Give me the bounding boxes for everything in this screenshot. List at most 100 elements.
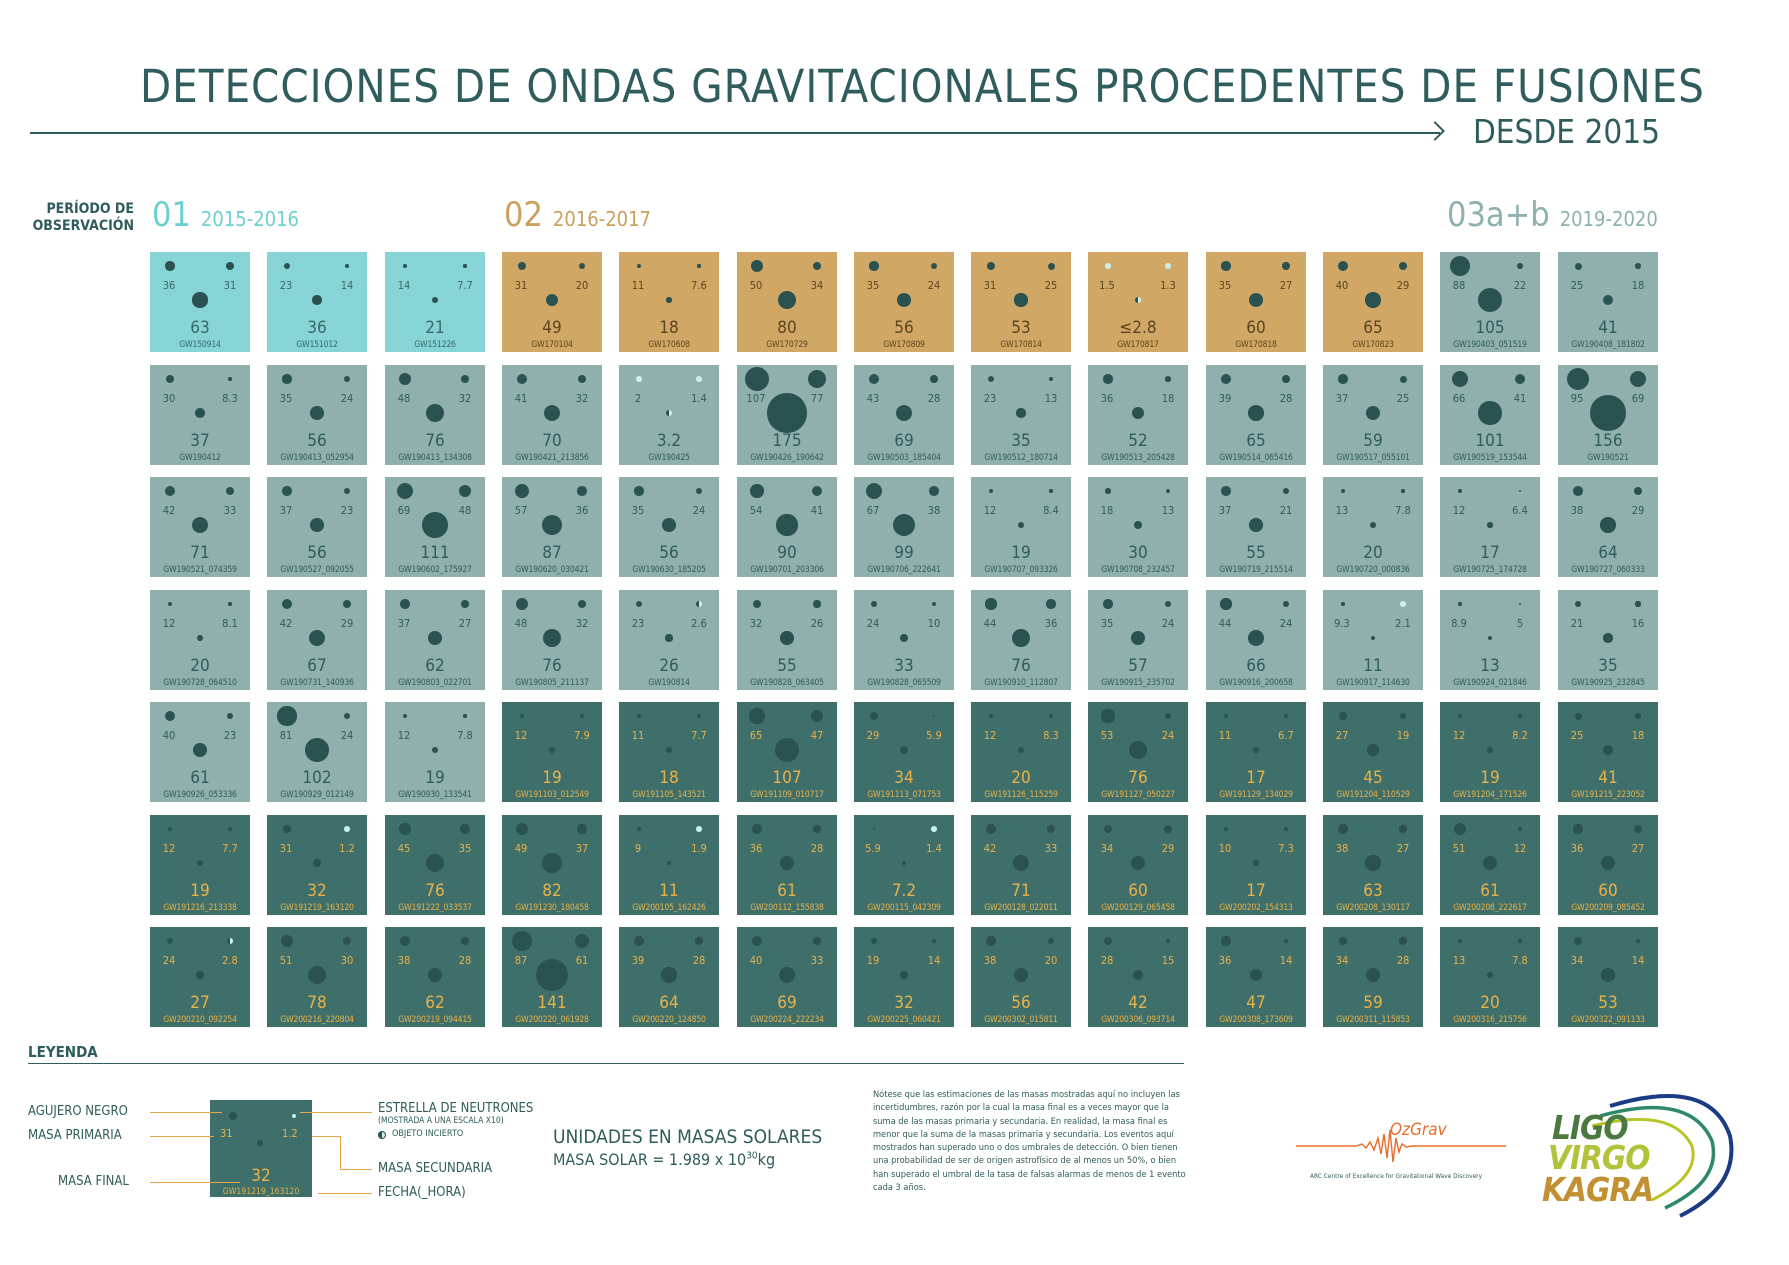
event-name: GW191109_010717 xyxy=(750,790,824,800)
black-hole-icon xyxy=(543,404,561,422)
event-tile: 40 29 65 GW170823 xyxy=(1323,252,1423,352)
final-mass-value: 7.2 xyxy=(891,881,917,901)
black-hole-icon xyxy=(1048,938,1054,944)
primary-mass-value: 40 xyxy=(162,729,176,742)
event-name: GW200316_215756 xyxy=(1453,1015,1527,1025)
black-hole-icon xyxy=(811,485,823,497)
event-tile: 28 15 42 GW200306_093714 xyxy=(1088,927,1188,1027)
secondary-mass-value: 33 xyxy=(810,954,824,967)
primary-mass-value: 10 xyxy=(1218,842,1232,855)
event-tile: 2 1.4 3.2 GW190425 xyxy=(619,365,719,465)
secondary-mass-value: 1.4 xyxy=(926,842,942,855)
secondary-mass-value: 37 xyxy=(575,842,589,855)
black-hole-icon xyxy=(697,264,701,268)
black-hole-icon xyxy=(225,261,235,271)
event-tile: 1.5 1.3 ≤2.8 GW170817 xyxy=(1088,252,1188,352)
event-name: GW190930_133541 xyxy=(398,790,472,800)
event-tile: 29 5.9 34 GW191113_071753 xyxy=(854,702,954,802)
black-hole-icon xyxy=(343,712,351,720)
final-mass-value: 141 xyxy=(537,993,567,1013)
black-hole-icon xyxy=(812,936,822,946)
final-mass-value: 66 xyxy=(1246,656,1266,676)
primary-mass-value: 50 xyxy=(749,279,763,292)
event-name: GW190503_185404 xyxy=(867,453,941,463)
primary-mass-value: 12 xyxy=(983,504,997,517)
event-name: GW190731_140936 xyxy=(280,678,354,688)
secondary-mass-value: 1.9 xyxy=(691,842,707,855)
final-mass-value: 76 xyxy=(1128,768,1148,788)
black-hole-icon xyxy=(871,938,877,944)
black-hole-icon xyxy=(1365,405,1381,421)
secondary-mass-value: 22 xyxy=(1513,279,1527,292)
final-mass-value: 102 xyxy=(302,768,332,788)
event-tile: 12 7.9 19 GW191103_012549 xyxy=(502,702,602,802)
black-hole-icon xyxy=(1221,261,1231,271)
final-mass-value: 59 xyxy=(1363,431,1383,451)
event-tile: 19 14 32 GW200225_060421 xyxy=(854,927,954,1027)
neutron-star-icon xyxy=(696,826,702,832)
secondary-mass-value: 19 xyxy=(1396,729,1410,742)
black-hole-icon xyxy=(897,293,911,307)
black-hole-icon xyxy=(870,600,878,608)
neutron-star-icon xyxy=(1400,601,1406,607)
final-mass-value: 49 xyxy=(542,318,562,338)
primary-mass-value: 38 xyxy=(1335,842,1349,855)
lvk-logo: LIGO VIRGO KAGRA xyxy=(1540,1086,1750,1226)
event-name: GW190926_053336 xyxy=(163,790,237,800)
ozgrav-subtitle: ARC Centre of Excellence for Gravitation… xyxy=(1310,1172,1483,1180)
final-mass-value: 19 xyxy=(542,768,562,788)
secondary-mass-value: 28 xyxy=(1279,392,1293,405)
secondary-mass-value: 18 xyxy=(1631,729,1645,742)
event-tile: 14 7.7 21 GW151226 xyxy=(385,252,485,352)
black-hole-icon xyxy=(872,827,876,831)
black-hole-icon xyxy=(1248,405,1264,421)
primary-mass-value: 23 xyxy=(279,279,293,292)
black-hole-icon xyxy=(1574,262,1582,270)
legend-final-mass: MASA FINAL xyxy=(58,1174,129,1189)
final-mass-value: 55 xyxy=(777,656,797,676)
final-mass-value: 41 xyxy=(1598,768,1618,788)
event-name: GW190413_052954 xyxy=(280,453,354,463)
black-hole-icon xyxy=(811,710,823,722)
black-hole-icon xyxy=(1365,292,1381,308)
black-hole-icon xyxy=(930,262,938,270)
primary-mass-value: 5.9 xyxy=(865,842,881,855)
period-number: 02 xyxy=(504,195,543,235)
secondary-mass-value: 18 xyxy=(1631,279,1645,292)
uncertain-object-icon xyxy=(378,1131,386,1139)
final-mass-value: 60 xyxy=(1128,881,1148,901)
black-hole-icon xyxy=(662,518,676,532)
black-hole-icon xyxy=(1248,292,1264,308)
black-hole-icon xyxy=(744,366,770,392)
black-hole-icon xyxy=(1164,600,1172,608)
primary-mass-value: 27 xyxy=(1335,729,1349,742)
primary-mass-value: 12 xyxy=(162,842,176,855)
black-hole-icon xyxy=(899,745,909,755)
uncertain-object-icon xyxy=(696,601,702,607)
primary-mass-value: 37 xyxy=(1335,392,1349,405)
final-mass-value: 17 xyxy=(1246,881,1266,901)
primary-mass-value: 28 xyxy=(1100,954,1114,967)
primary-mass-value: 35 xyxy=(866,279,880,292)
black-hole-icon xyxy=(1574,600,1582,608)
ozgrav-logo: OzGrav xyxy=(1390,1120,1447,1140)
event-name: GW190527_092055 xyxy=(280,565,354,575)
period-years: 2015-2016 xyxy=(200,207,299,231)
black-hole-icon xyxy=(1365,855,1381,871)
primary-mass-value: 42 xyxy=(162,504,176,517)
secondary-mass-value: 1.2 xyxy=(339,842,355,855)
black-hole-icon xyxy=(461,937,469,945)
black-hole-icon xyxy=(1132,969,1144,981)
primary-mass-value: 12 xyxy=(514,729,528,742)
primary-mass-value: 11 xyxy=(1218,729,1232,742)
black-hole-icon xyxy=(549,747,555,753)
black-hole-icon xyxy=(1602,294,1614,306)
black-hole-icon xyxy=(695,937,703,945)
black-hole-icon xyxy=(1338,374,1348,384)
secondary-mass-value: 29 xyxy=(1631,504,1645,517)
black-hole-icon xyxy=(1047,262,1055,270)
event-name: GW200112_155838 xyxy=(750,903,824,913)
event-tile: 44 36 76 GW190910_112807 xyxy=(971,590,1071,690)
event-name: GW200220_124850 xyxy=(632,1015,706,1025)
black-hole-icon xyxy=(282,374,292,384)
